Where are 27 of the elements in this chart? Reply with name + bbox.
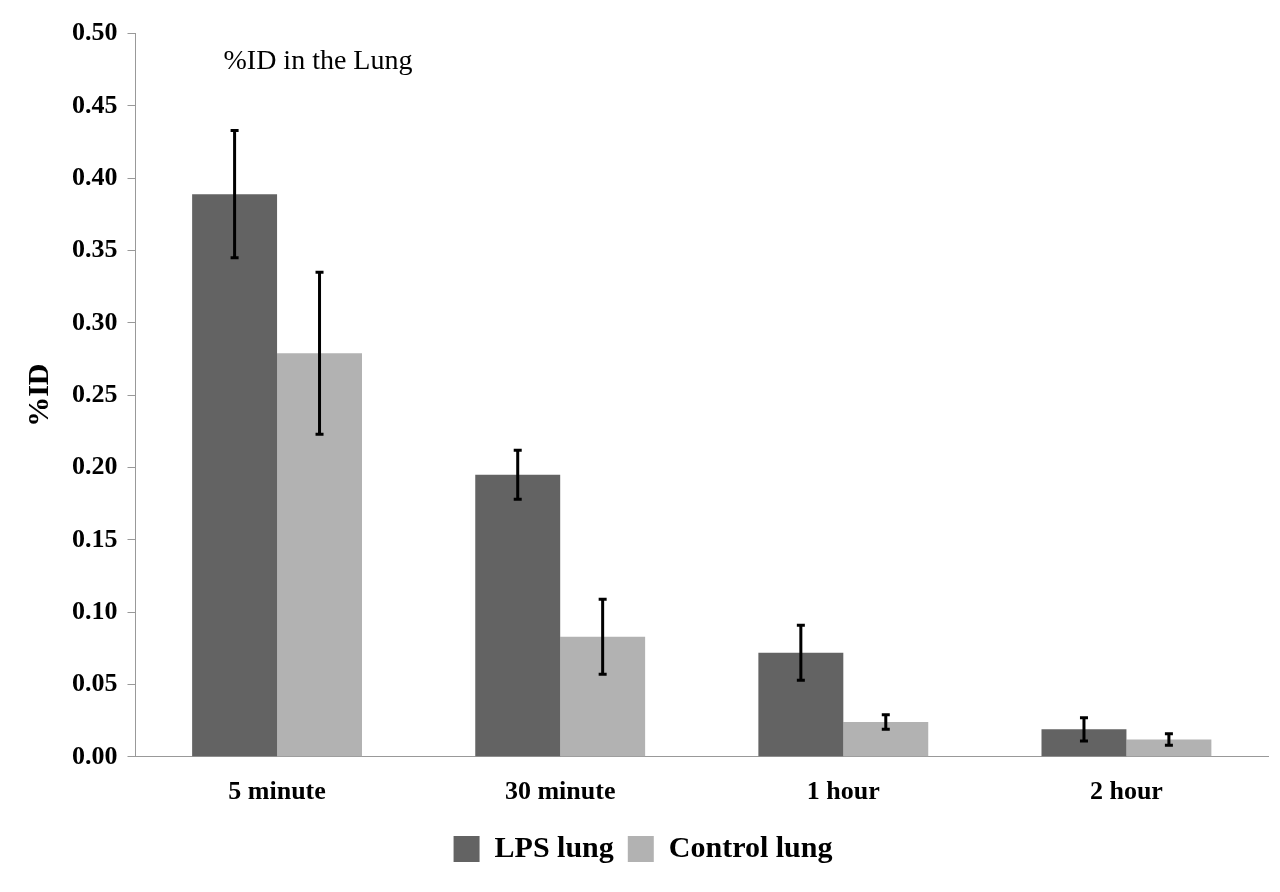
y-tick-label: 0.45 [72, 89, 118, 119]
legend-label: LPS lung [494, 829, 614, 863]
y-tick-label: 0.25 [72, 378, 118, 408]
bar [758, 652, 844, 757]
bar [843, 722, 929, 757]
chart-title: %ID in the Lung [223, 43, 413, 75]
y-tick-label: 0.10 [72, 595, 118, 625]
bar [277, 353, 362, 757]
y-tick-label: 0.35 [72, 234, 118, 264]
x-tick-label: 30 minute [504, 776, 616, 806]
legend-label: Control lung [668, 829, 833, 863]
x-tick-label: 5 minute [228, 776, 326, 806]
bar [192, 194, 278, 757]
y-tick-label: 0.15 [72, 523, 118, 553]
bar [475, 474, 561, 757]
bar [1126, 739, 1212, 757]
y-tick-label: 0.50 [72, 17, 118, 47]
y-tick-label: 0.30 [72, 306, 118, 336]
x-tick-label: 2 hour [1089, 776, 1163, 806]
y-tick-label: 0.40 [72, 161, 118, 191]
y-tick-label: 0.00 [72, 740, 118, 770]
x-tick-label: 1 hour [806, 776, 880, 806]
y-axis-title: %ID [20, 363, 54, 427]
y-tick-label: 0.05 [72, 668, 118, 698]
bar [560, 636, 646, 757]
y-tick-label: 0.20 [72, 451, 118, 481]
bar [1041, 729, 1127, 757]
